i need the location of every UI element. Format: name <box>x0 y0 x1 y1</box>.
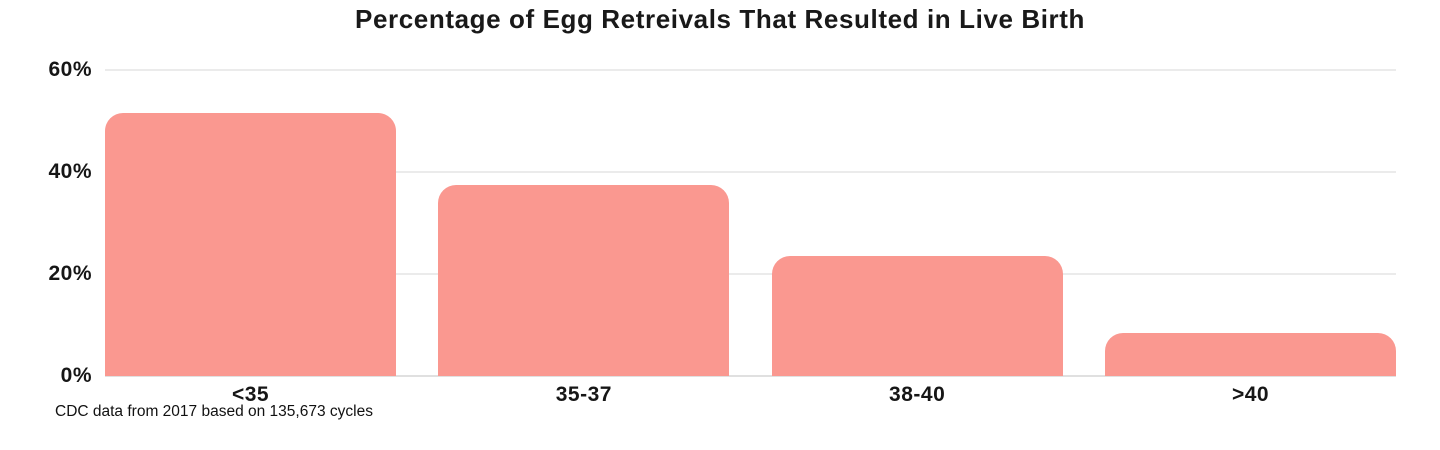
x-tick-label: >40 <box>1231 383 1270 406</box>
gridline-20 <box>105 273 1396 275</box>
chart-title: Percentage of Egg Retreivals That Result… <box>355 4 1085 34</box>
plot-area <box>105 69 1396 377</box>
bar-<35 <box>105 113 396 376</box>
x-tick-label: 38-40 <box>889 383 946 406</box>
footnote: CDC data from 2017 based on 135,673 cycl… <box>55 403 373 420</box>
y-tick-label: 40% <box>48 160 92 183</box>
y-tick-label: 0% <box>60 364 92 387</box>
x-tick-label: 35-37 <box>555 383 612 406</box>
y-tick-label: 60% <box>48 58 92 81</box>
bar-35-37 <box>438 184 730 376</box>
x-axis-line <box>105 375 1396 377</box>
bar-38-40 <box>771 256 1063 376</box>
y-tick-label: 20% <box>48 262 92 285</box>
x-tick-label: <35 <box>231 383 270 406</box>
bar->40 <box>1105 332 1396 376</box>
gridline-40 <box>105 171 1396 173</box>
gridline-60 <box>105 69 1396 71</box>
